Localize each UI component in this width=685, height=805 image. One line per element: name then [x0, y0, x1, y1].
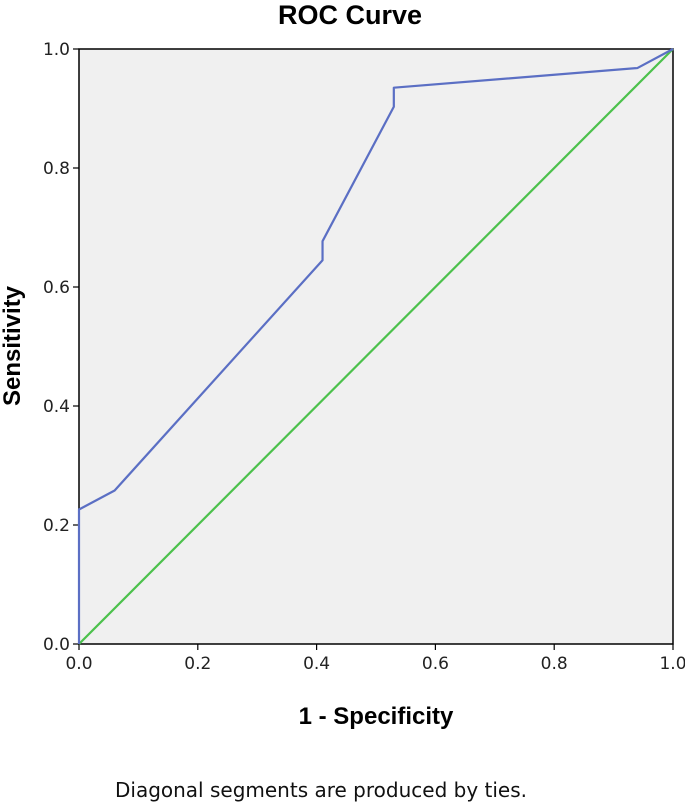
x-tick-label: 0.6 — [422, 654, 449, 674]
x-tick-label: 0.4 — [303, 654, 330, 674]
y-tick-label: 0.2 — [43, 516, 70, 536]
x-axis-title: 1 - Specificity — [299, 703, 454, 730]
reference-line — [78, 48, 674, 645]
y-axis-title: Sensitivity — [0, 285, 26, 406]
axis-ticks: 0.0 0.2 0.4 0.6 0.8 1.0 0.0 0.2 0.4 0.6 0.8 1.0 — [43, 40, 685, 674]
y-tick-label: 0.6 — [43, 278, 70, 298]
y-tick-label: 0.8 — [43, 159, 70, 179]
y-tick-label: 1.0 — [43, 40, 70, 60]
y-tick-label: 0.4 — [43, 397, 70, 417]
x-tick-label: 0.2 — [184, 654, 211, 674]
x-tick-label: 0.8 — [541, 654, 568, 674]
chart-title: ROC Curve — [278, 0, 422, 30]
x-tick-label: 1.0 — [659, 654, 685, 674]
footnote: Diagonal segments are produced by ties. — [115, 778, 527, 802]
y-tick-label: 0.0 — [43, 635, 70, 655]
roc-curve-line — [77, 48, 674, 644]
series-layer — [77, 48, 674, 645]
x-tick-label: 0.0 — [65, 654, 92, 674]
